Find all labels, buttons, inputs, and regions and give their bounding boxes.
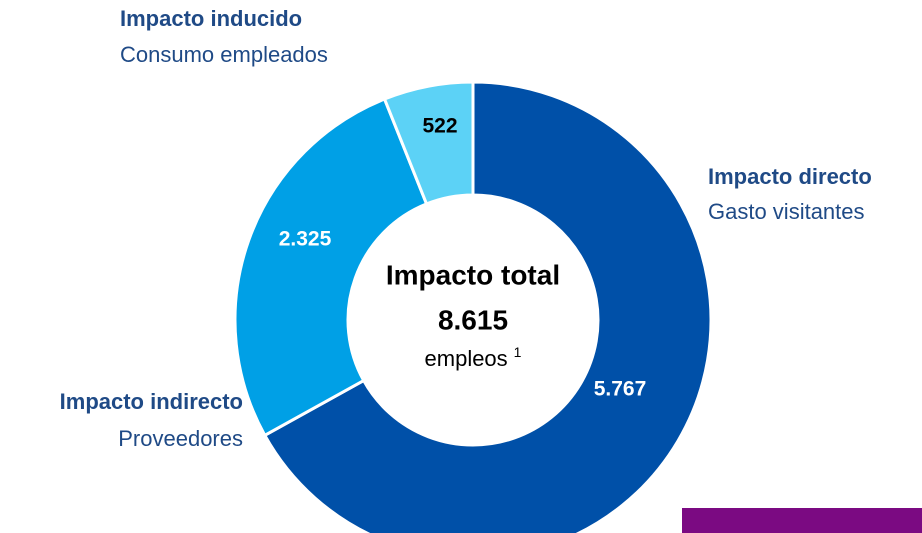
footnote-mark: 1: [514, 344, 522, 360]
data-label: 5.767: [594, 378, 647, 401]
category-description: Consumo empleados: [120, 42, 328, 67]
category-description: Gasto visitantes: [708, 199, 865, 224]
category-description: Proveedores: [118, 426, 243, 451]
data-label: 2.325: [279, 228, 332, 251]
category-label: Impacto indirecto: [60, 389, 243, 414]
center-title: Impacto total: [386, 259, 560, 290]
donut-segment: [382, 80, 475, 206]
category-label: Impacto inducido: [120, 6, 302, 31]
center-unit: empleos 1: [425, 344, 522, 371]
corner-box: [682, 508, 922, 533]
center-total: 8.615: [438, 304, 508, 335]
data-label: 522: [422, 115, 457, 138]
donut-segment: [262, 80, 713, 533]
center-unit-text: empleos: [425, 346, 508, 371]
category-label: Impacto directo: [708, 164, 872, 189]
donut-segment: [233, 97, 429, 438]
